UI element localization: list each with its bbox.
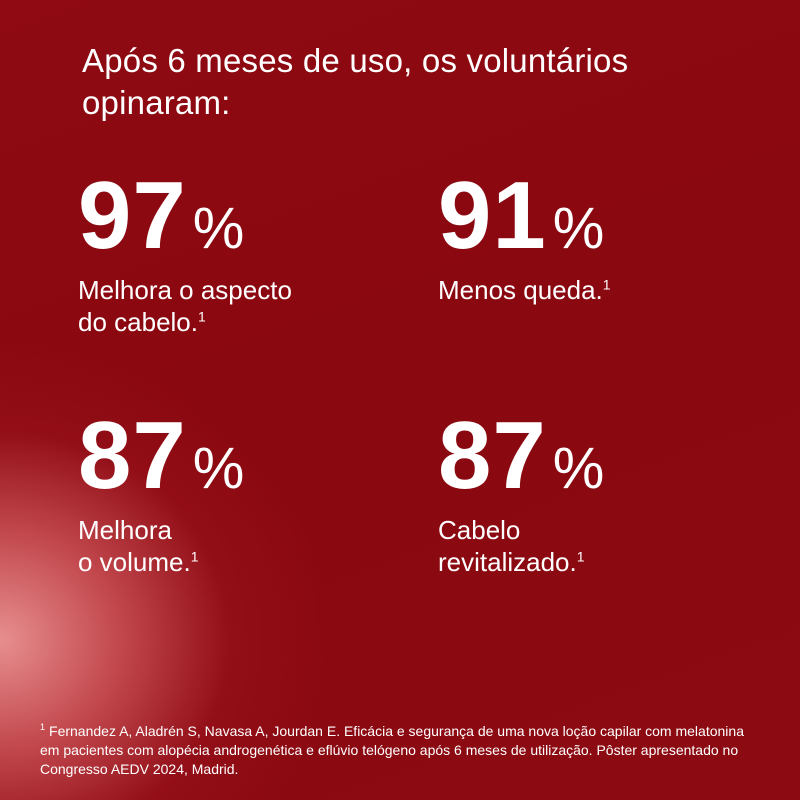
stat-label-line: revitalizado.1 (438, 546, 768, 578)
stat-label-text: Menos queda. (438, 275, 603, 305)
stat-label-text: o volume. (78, 547, 191, 577)
stat-label-line: o volume.1 (78, 546, 408, 578)
stat-label-line: Melhora o aspecto (78, 275, 292, 305)
stat-number: 97 (78, 162, 187, 269)
footnote-marker: 1 (190, 548, 199, 565)
stat-label-text: do cabelo. (78, 307, 198, 337)
percent-sign: % (192, 196, 245, 261)
footnote-marker: 1 (576, 548, 585, 565)
stat-value: 91 % (438, 168, 768, 264)
stat-value: 97 % (78, 168, 408, 264)
stat-label: Melhora o aspecto do cabelo.1 (78, 274, 408, 338)
percent-sign: % (192, 436, 245, 501)
stat-label: Melhora o volume.1 (78, 514, 408, 578)
stat-number: 87 (438, 402, 547, 509)
stat-revitalized: 87 % Cabelo revitalizado.1 (438, 408, 768, 578)
percent-sign: % (552, 436, 605, 501)
stat-label-line: Melhora (78, 515, 172, 545)
footnote-marker: 1 (602, 276, 611, 293)
stat-value: 87 % (438, 408, 768, 504)
stat-value: 87 % (78, 408, 408, 504)
footnote-text: Fernandez A, Aladrén S, Navasa A, Jourda… (40, 723, 744, 777)
stat-volume: 87 % Melhora o volume.1 (78, 408, 408, 578)
footnote-marker: 1 (40, 722, 46, 733)
stat-label-line: Cabelo (438, 515, 521, 545)
stat-label: Menos queda.1 (438, 274, 768, 306)
stat-label-text: revitalizado. (438, 547, 577, 577)
stat-number: 91 (438, 162, 547, 269)
footnote: 1 Fernandez A, Aladrén S, Navasa A, Jourd… (40, 722, 760, 779)
stat-less-fall: 91 % Menos queda.1 (438, 168, 768, 306)
stat-label: Cabelo revitalizado.1 (438, 514, 768, 578)
percent-sign: % (552, 196, 605, 261)
stat-label-line: Menos queda.1 (438, 274, 768, 306)
footnote-marker: 1 (197, 308, 206, 325)
stat-number: 87 (78, 402, 187, 509)
stat-aspect: 97 % Melhora o aspecto do cabelo.1 (78, 168, 408, 338)
headline: Após 6 meses de uso, os voluntários opin… (82, 42, 629, 121)
stat-label-line: do cabelo.1 (78, 306, 408, 338)
